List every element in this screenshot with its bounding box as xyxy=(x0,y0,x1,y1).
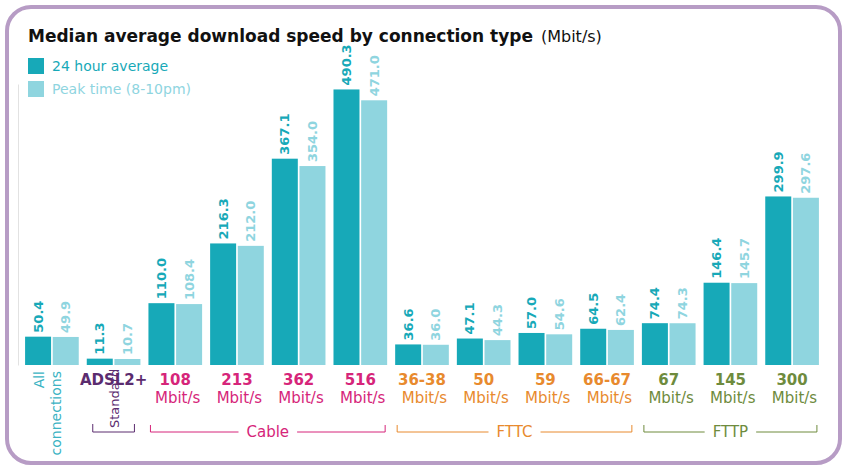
bar xyxy=(176,304,202,365)
data-label: 74.3 xyxy=(675,287,690,319)
title: Median average download speed by connect… xyxy=(28,26,602,46)
data-label: 50.4 xyxy=(31,301,46,333)
data-label: 145.7 xyxy=(737,238,752,279)
data-label: 36.6 xyxy=(401,308,416,340)
category-label: 108 Mbit/s xyxy=(150,371,200,407)
legend-swatch xyxy=(28,58,44,74)
chart: Median average download speed by connect… xyxy=(0,0,847,470)
data-label: 10.7 xyxy=(120,323,135,355)
bar xyxy=(210,243,236,365)
groups: Standard Cable FTTC FTTP xyxy=(93,369,817,441)
data-label: 108.4 xyxy=(182,259,197,300)
category-label: 300 Mbit/s xyxy=(767,371,817,407)
bar xyxy=(87,359,113,365)
bar xyxy=(765,196,791,365)
data-label: 354.0 xyxy=(305,121,320,162)
bar xyxy=(670,323,696,365)
data-labels: 50.4 11.3 110.0 216.3 367.1 490.3 36.6 47.1 57.0… xyxy=(31,44,814,355)
category-label: All connections xyxy=(31,371,64,460)
bar xyxy=(238,246,264,365)
bar xyxy=(580,329,606,365)
data-label: 44.3 xyxy=(490,304,505,336)
data-label: 47.1 xyxy=(462,302,477,334)
data-label: 74.4 xyxy=(647,287,662,319)
bar xyxy=(546,334,572,365)
category-label: 145 Mbit/s xyxy=(705,371,755,407)
bar xyxy=(395,344,421,365)
y-axis-line xyxy=(18,85,19,366)
group-label: Cable xyxy=(247,423,290,441)
bars xyxy=(25,89,819,365)
data-label: 297.6 xyxy=(798,153,813,194)
y-axis xyxy=(18,85,19,366)
frame xyxy=(7,7,840,463)
bar xyxy=(25,337,51,365)
bar xyxy=(423,345,449,365)
category-label: 516 Mbit/s xyxy=(335,371,385,407)
bar xyxy=(299,166,325,365)
group-label: FTTC xyxy=(497,423,533,441)
data-label: 216.3 xyxy=(216,198,231,239)
bar xyxy=(704,283,730,365)
legend-label: 24 hour average xyxy=(52,58,168,74)
bar xyxy=(53,337,79,365)
data-label: 54.6 xyxy=(552,298,567,330)
legend-swatch xyxy=(28,81,44,97)
data-label: 367.1 xyxy=(277,114,292,155)
data-label: 471.0 xyxy=(367,55,382,96)
bar xyxy=(519,333,545,365)
bar xyxy=(333,89,359,365)
subtitle: (Mbit/s) xyxy=(541,27,602,46)
category-label: 66-67 Mbit/s xyxy=(582,371,632,407)
bar xyxy=(114,359,140,365)
group-label: FTTP xyxy=(713,423,748,441)
data-label: 490.3 xyxy=(339,44,354,85)
data-label: 146.4 xyxy=(709,238,724,279)
bar xyxy=(608,330,634,365)
legend: 24 hour average Peak time (8-10pm) xyxy=(28,58,191,97)
bar xyxy=(485,340,511,365)
legend-label: Peak time (8-10pm) xyxy=(52,81,191,97)
data-label: 57.0 xyxy=(524,297,539,329)
bar xyxy=(148,303,174,365)
data-label: 212.0 xyxy=(243,201,258,242)
bar xyxy=(642,323,668,365)
data-label: 299.9 xyxy=(771,151,786,192)
data-label: 49.9 xyxy=(58,301,73,333)
data-label: 36.0 xyxy=(428,309,443,341)
group-label: Standard xyxy=(107,369,122,428)
category-label: 67 Mbit/s xyxy=(644,371,694,407)
bar xyxy=(361,100,387,365)
bar xyxy=(457,339,483,365)
title-text: Median average download speed by connect… xyxy=(28,26,533,46)
data-label: 62.4 xyxy=(613,294,628,326)
data-label: 64.5 xyxy=(586,293,601,325)
category-label: 50 Mbit/s xyxy=(459,371,509,407)
bar xyxy=(272,159,298,365)
data-label: 11.3 xyxy=(92,323,107,355)
data-label: 110.0 xyxy=(154,258,169,299)
bar xyxy=(793,198,819,365)
category-label: 213 Mbit/s xyxy=(212,371,262,407)
category-label: 36-38 Mbit/s xyxy=(397,371,447,407)
x-axis: All connectionsADSL2+108 Mbit/s213 Mbit/… xyxy=(31,371,817,460)
category-label: 362 Mbit/s xyxy=(274,371,324,407)
bar xyxy=(731,283,757,365)
category-label: 59 Mbit/s xyxy=(520,371,570,407)
